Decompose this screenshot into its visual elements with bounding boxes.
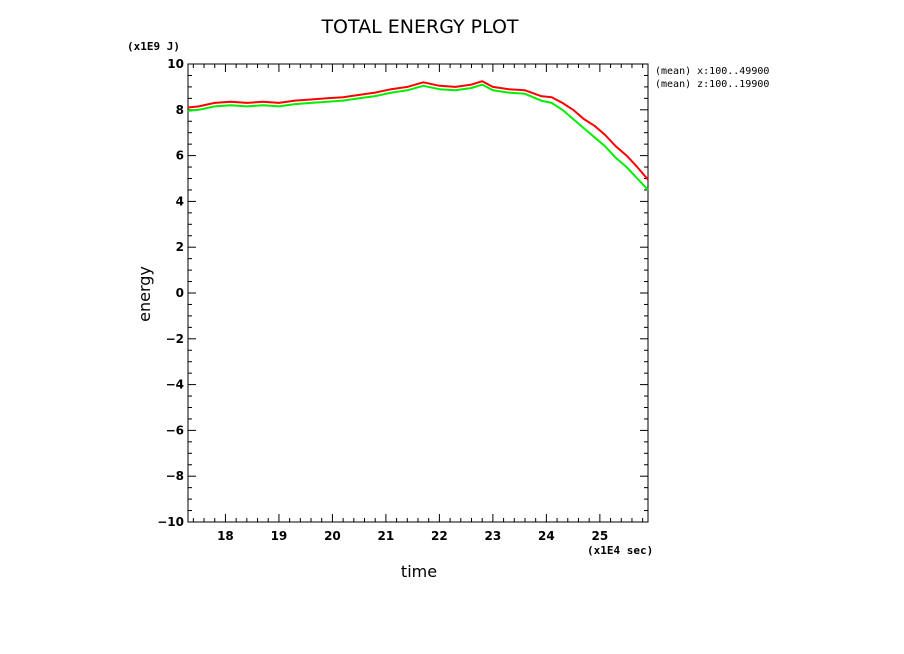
y-tick-label: 8	[176, 103, 184, 117]
y-tick-labels: 10 8 6 4 2 0 −2 −4 −6 −8 −10	[157, 57, 184, 529]
y-tick-label: 10	[167, 57, 184, 71]
series-lines	[187, 80, 649, 191]
series-line	[187, 83, 649, 191]
x-tick-label: 18	[217, 529, 234, 543]
y-tick-label: −6	[166, 423, 184, 437]
x-tick-label: 22	[431, 529, 448, 543]
legend: (mean) x:100..49900 (mean) z:100..19900	[655, 66, 769, 90]
y-unit-label: (x1E9 J)	[127, 40, 180, 53]
y-tick-label: −4	[166, 378, 184, 392]
y-tick-label: −2	[166, 332, 184, 346]
axis-ticks	[188, 63, 648, 523]
y-tick-label: −10	[157, 515, 184, 529]
x-tick-label: 24	[538, 529, 555, 543]
y-tick-label: 2	[176, 240, 184, 254]
series-line	[187, 80, 649, 181]
plot-area	[187, 63, 649, 523]
chart-title: TOTAL ENERGY PLOT	[320, 16, 518, 38]
x-tick-labels: 18 19 20 21 22 23 24 25	[217, 529, 608, 543]
legend-entry: (mean) x:100..49900	[655, 66, 769, 77]
plot-frame	[187, 63, 649, 523]
y-tick-label: −8	[166, 469, 184, 483]
legend-entry: (mean) z:100..19900	[655, 79, 769, 90]
x-tick-label: 20	[324, 529, 341, 543]
x-tick-label: 19	[271, 529, 288, 543]
x-tick-label: 25	[592, 529, 609, 543]
x-tick-label: 21	[378, 529, 395, 543]
x-tick-label: 23	[485, 529, 502, 543]
x-unit-label: (x1E4 sec)	[587, 544, 653, 557]
y-tick-label: 6	[176, 149, 184, 163]
x-axis-label: time	[401, 562, 437, 581]
y-axis-label: energy	[135, 266, 154, 322]
y-tick-label: 4	[176, 194, 184, 208]
y-tick-label: 0	[176, 286, 184, 300]
